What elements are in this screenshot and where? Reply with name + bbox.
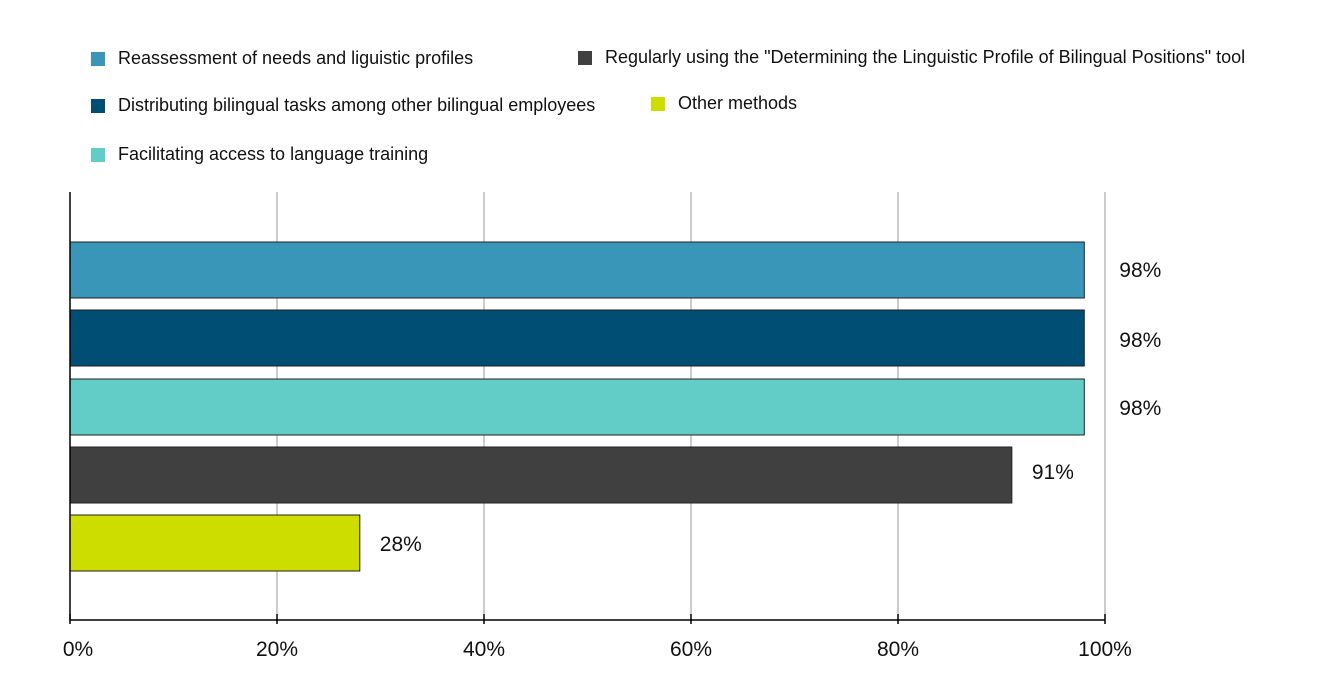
legend-label: Reassessment of needs and liguistic prof… xyxy=(118,48,474,68)
bar-2 xyxy=(69,378,1085,436)
data-labels: 98% 98% 98% 91% 28% xyxy=(380,259,1162,556)
bars xyxy=(69,241,1085,572)
legend-swatch xyxy=(91,98,105,113)
legend-label: Regularly using the "Determining the Lin… xyxy=(605,47,1246,67)
legend-item-reassessment: Reassessment of needs and liguistic prof… xyxy=(91,48,473,69)
bar-0 xyxy=(69,241,1085,299)
x-tick-label: 80% xyxy=(877,638,919,661)
legend-swatch xyxy=(651,96,665,111)
x-tick-label: 100% xyxy=(1078,638,1132,661)
bar-1 xyxy=(69,309,1085,367)
data-label: 91% xyxy=(1032,461,1074,484)
legend-swatch xyxy=(91,51,105,66)
legend-item-linguistic-profile-tool: Regularly using the "Determining the Lin… xyxy=(578,47,1245,68)
legend-swatch xyxy=(578,50,592,65)
data-label: 98% xyxy=(1119,397,1161,420)
legend-label: Distributing bilingual tasks among other… xyxy=(118,95,596,115)
legend-label: Other methods xyxy=(678,93,798,113)
x-axis: 0% 20% 40% 60% 80% 100% xyxy=(63,192,1132,661)
data-label: 98% xyxy=(1119,329,1161,352)
x-tick-label: 0% xyxy=(63,638,93,661)
data-label: 28% xyxy=(380,533,422,556)
legend-swatch xyxy=(91,147,105,162)
x-tick-label: 40% xyxy=(463,638,505,661)
legend-label: Facilitating access to language training xyxy=(118,144,429,164)
legend-item-other-methods: Other methods xyxy=(651,93,797,114)
bar-4 xyxy=(69,514,361,572)
bar-3 xyxy=(69,446,1013,504)
legend-item-distributing: Distributing bilingual tasks among other… xyxy=(91,95,595,116)
data-label: 98% xyxy=(1119,259,1161,282)
x-tick-label: 60% xyxy=(670,638,712,661)
x-tick-label: 20% xyxy=(256,638,298,661)
legend-item-language-training: Facilitating access to language training xyxy=(91,144,428,165)
